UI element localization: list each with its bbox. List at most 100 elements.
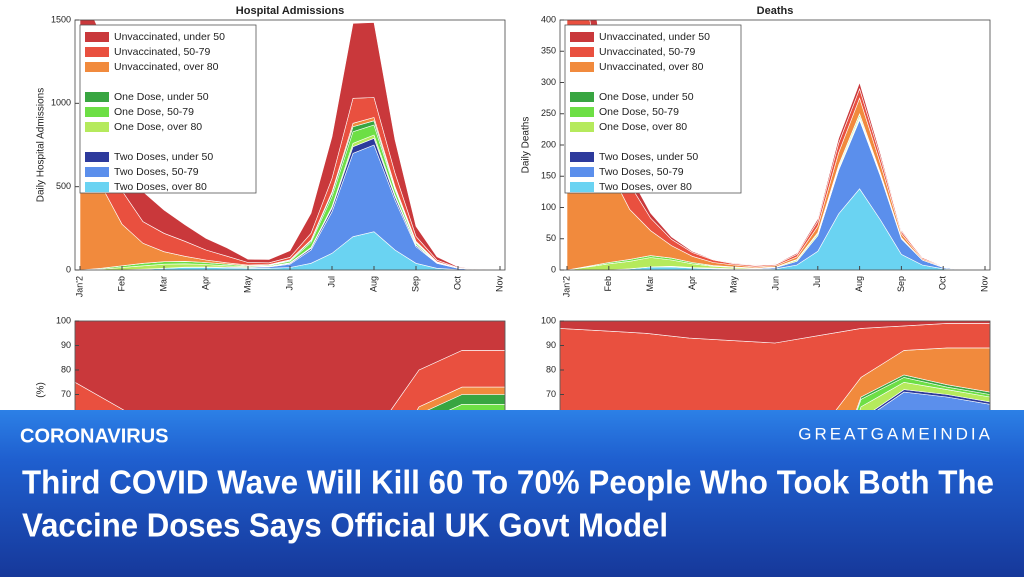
area-series [589, 20, 985, 270]
x-tick-label: Mar [158, 276, 168, 292]
legend-label: Two Doses, 50-79 [599, 166, 684, 178]
legend-label: Unvaccinated, under 50 [114, 31, 225, 43]
banner-background [0, 410, 1024, 577]
y-tick-label: 0 [551, 264, 556, 274]
legend-label: One Dose, 50-79 [599, 106, 679, 118]
legend-label: One Dose, under 50 [114, 91, 209, 103]
x-tick-label: Oct [938, 276, 948, 291]
x-tick-label: Sep [410, 276, 420, 292]
y-tick-label: 100 [56, 315, 71, 325]
legend-label: Two Doses, over 80 [599, 181, 692, 193]
x-tick-label: Jan'2 [561, 276, 571, 297]
legend-label: Two Doses, under 50 [599, 151, 698, 163]
y-tick-label: 250 [541, 108, 556, 118]
category: CORONAVIRUS [20, 425, 169, 447]
x-tick-label: Jun [284, 276, 294, 291]
legend-box [564, 24, 742, 194]
x-tick-label: Jul [326, 276, 336, 288]
legend-swatch [85, 47, 109, 57]
x-tick-label: Apr [687, 276, 697, 290]
legend-swatch [85, 62, 109, 72]
x-tick-label: Jul [812, 276, 822, 288]
y-tick-label: 80 [61, 364, 71, 374]
legend-swatch [85, 92, 109, 102]
legend-label: Unvaccinated, over 80 [114, 61, 219, 73]
y-axis-label: (%) [36, 382, 47, 398]
area-series [560, 321, 990, 344]
y-tick-label: 300 [541, 77, 556, 87]
y-tick-label: 200 [541, 139, 556, 149]
legend-swatch [85, 182, 109, 192]
y-tick-label: 0 [66, 264, 71, 274]
headline: Third COVID Wave Will Kill 60 To 70% Peo… [22, 464, 994, 501]
legend-swatch [85, 167, 109, 177]
y-tick-label: 500 [56, 181, 71, 191]
y-tick-label: 100 [541, 202, 556, 212]
legend-label: One Dose, under 50 [599, 91, 694, 103]
legend: Unvaccinated, under 50 Unvaccinated, 50-7… [564, 24, 742, 194]
legend-label: One Dose, over 80 [599, 121, 687, 133]
legend-label: Two Doses, 50-79 [114, 166, 199, 178]
legend-label: One Dose, over 80 [114, 121, 202, 133]
y-tick-label: 1000 [51, 98, 71, 108]
legend-label: One Dose, 50-79 [114, 106, 194, 118]
legend-swatch [85, 107, 109, 117]
legend-swatch [570, 92, 594, 102]
legend-swatch [570, 47, 594, 57]
legend-label: Unvaccinated, under 50 [599, 31, 710, 43]
y-tick-label: 90 [546, 340, 556, 350]
y-tick-label: 400 [541, 14, 556, 24]
y-axis-label: Daily Hospital Admissions [36, 88, 47, 203]
y-tick-label: 350 [541, 46, 556, 56]
x-tick-label: Oct [452, 276, 462, 291]
legend-swatch [570, 167, 594, 177]
chart-title: Deaths [757, 5, 794, 17]
x-tick-label: Nov [494, 276, 504, 293]
legend-swatch [570, 32, 594, 42]
y-tick-label: 80 [546, 364, 556, 374]
x-tick-label: Aug [368, 276, 378, 292]
banner: CORONAVIRUS GREATGAMEINDIA Third COVID W… [0, 410, 1024, 577]
headline: Vaccine Doses Says Official UK Govt Mode… [22, 507, 668, 544]
y-axis-label: Daily Deaths [521, 117, 532, 174]
legend-swatch [570, 152, 594, 162]
x-tick-label: Aug [854, 276, 864, 292]
legend-swatch [570, 62, 594, 72]
legend-swatch [570, 122, 594, 132]
plot-area [566, 20, 985, 270]
legend-label: Two Doses, under 50 [114, 151, 213, 163]
x-tick-label: Feb [603, 276, 613, 292]
x-tick-label: Apr [200, 276, 210, 290]
x-tick-label: Mar [645, 276, 655, 292]
legend-label: Unvaccinated, over 80 [599, 61, 704, 73]
y-tick-label: 90 [61, 340, 71, 350]
x-tick-label: Jun [770, 276, 780, 291]
x-tick-label: May [242, 276, 252, 294]
legend-swatch [570, 182, 594, 192]
legend-box [79, 24, 257, 194]
y-tick-label: 1500 [51, 14, 71, 24]
y-tick-label: 100 [541, 315, 556, 325]
brand: GREATGAMEINDIA [798, 424, 993, 443]
x-tick-label: May [729, 276, 739, 294]
y-tick-label: 70 [546, 389, 556, 399]
chart: 0 500 1000 1500 Jan'2 Feb Mar Apr May Jun Jul Aug Se… [36, 5, 506, 297]
x-tick-label: Nov [979, 276, 989, 293]
legend-label: Unvaccinated, 50-79 [114, 46, 210, 58]
x-tick-label: Sep [896, 276, 906, 292]
y-tick-label: 150 [541, 171, 556, 181]
x-tick-label: Jan'2 [74, 276, 84, 297]
legend-label: Unvaccinated, 50-79 [599, 46, 695, 58]
legend-swatch [85, 32, 109, 42]
legend: Unvaccinated, under 50 Unvaccinated, 50-7… [79, 24, 257, 194]
y-tick-label: 50 [546, 233, 556, 243]
y-tick-label: 70 [61, 389, 71, 399]
chart: 0 50 100 150 200 250 300 350 400 Jan'2 Feb Mar Apr Ma… [521, 5, 991, 297]
legend-swatch [570, 107, 594, 117]
chart-title: Hospital Admissions [236, 5, 344, 17]
x-tick-label: Feb [116, 276, 126, 292]
legend-swatch [85, 152, 109, 162]
legend-label: Two Doses, over 80 [114, 181, 207, 193]
legend-swatch [85, 122, 109, 132]
